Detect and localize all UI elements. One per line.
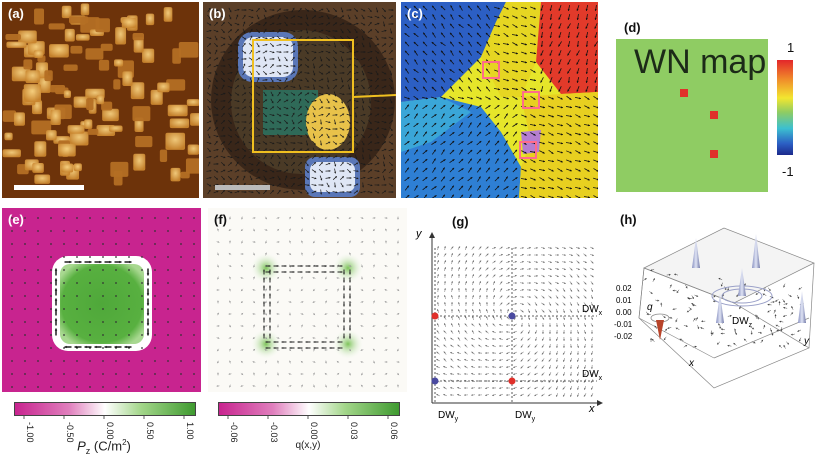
scale-bar <box>215 185 270 190</box>
q-simulation-image <box>208 208 407 392</box>
h-axis-q: q <box>647 302 653 313</box>
panel-d-wn-map: (d) WN map 1 -1 <box>602 2 817 200</box>
axis-label-x: x <box>589 403 595 415</box>
q-colorbar-title: q(x,y) <box>295 440 321 451</box>
peak-center <box>738 268 746 296</box>
svg-text:1.00: 1.00 <box>185 422 195 440</box>
domain-map-image <box>401 2 598 198</box>
pz-boundary-arrows <box>54 260 150 349</box>
vortex-red-1 <box>431 312 439 320</box>
vortex-blue-1 <box>508 312 516 320</box>
h-tick-2: 0.01 <box>616 296 632 305</box>
panel-label-h: (h) <box>620 212 637 227</box>
panel-a-afm-topography: (a) <box>2 2 199 198</box>
vortex-box-1 <box>482 61 500 79</box>
wn-map-square: WN map <box>616 39 768 192</box>
pz-colorbar-group: -1.00 -0.50 0.00 0.50 1.00 Pz (C/m2) <box>14 402 199 464</box>
axis-label-y: y <box>416 228 422 240</box>
dw-x-bottom-label: DWx <box>582 369 603 382</box>
afm-grains <box>2 3 199 186</box>
pz-colorbar-title: Pz (C/m2) <box>77 438 131 456</box>
wn-marker-3 <box>710 150 718 158</box>
h-tick-5: -0.02 <box>614 332 633 341</box>
panel-label-f: (f) <box>214 212 227 227</box>
h-axis-x: x <box>689 358 694 369</box>
panel-label-g: (g) <box>452 214 469 229</box>
svg-text:-1.00: -1.00 <box>25 422 35 443</box>
pfm-vector-image <box>203 2 396 198</box>
zoom-connector <box>352 94 396 98</box>
svg-text:0.00: 0.00 <box>309 422 319 440</box>
panel-label-e: (e) <box>8 212 24 227</box>
svg-text:-0.03: -0.03 <box>269 422 279 443</box>
pz-colorbar <box>14 402 196 416</box>
pz-colorbar-ticks: -1.00 -0.50 0.00 0.50 1.00 <box>23 416 195 443</box>
panel-e-pz-simulation: (e) <box>2 208 201 392</box>
svg-text:0.50: 0.50 <box>145 422 155 440</box>
peak-4 <box>798 291 806 323</box>
valley-1 <box>656 320 664 340</box>
q-grid-arrows <box>216 216 400 388</box>
panel-label-c: (c) <box>407 6 423 21</box>
wn-marker-2 <box>710 111 718 119</box>
panel-b-pfm-vector-map: (b) <box>203 2 396 198</box>
afm-topography-image <box>2 2 199 198</box>
dw-y-left-label: DWy <box>438 410 459 423</box>
wn-colorbar-min: -1 <box>782 164 794 179</box>
vortex-blue-2 <box>431 377 439 385</box>
wn-colorbar-max: 1 <box>787 40 795 55</box>
svg-text:0.03: 0.03 <box>349 422 359 440</box>
peak-2 <box>752 234 760 268</box>
h-tick-3: 0.00 <box>616 308 632 317</box>
svg-text:0.00: 0.00 <box>105 422 115 440</box>
pz-simulation-image <box>2 208 201 392</box>
panel-label-a: (a) <box>8 6 24 21</box>
vortex-red-2 <box>508 377 516 385</box>
panel-g-domain-wall-field: (g) y x DWx DWx DWy DWy <box>412 208 612 430</box>
panel-label-b: (b) <box>209 6 226 21</box>
pfm-arrow-field <box>206 7 394 195</box>
svg-text:-0.50: -0.50 <box>65 422 75 443</box>
q-colorbar-ticks: -0.06 -0.03 0.00 0.03 0.06 <box>227 416 399 443</box>
vortex-box-3 <box>519 141 537 159</box>
h-tick-4: -0.01 <box>614 320 633 329</box>
q-boundary-arrows <box>262 264 352 350</box>
panel-h-3d-surface: (h) 0.02 0.01 0.00 -0.01 -0.02 q x y DWz <box>614 208 817 398</box>
svg-text:0.06: 0.06 <box>389 422 399 440</box>
h-dwz-label: DWz <box>732 316 753 329</box>
pz-grid-dots <box>11 217 195 388</box>
peak-1 <box>692 238 700 268</box>
dw-vector-field <box>435 245 594 397</box>
q-colorbar-group: -0.06 -0.03 0.00 0.03 0.06 q(x,y) <box>218 402 403 464</box>
vortex-box-2 <box>522 91 540 109</box>
q-3d-surface-image <box>638 227 815 389</box>
panel-c-domain-map: (c) <box>401 2 598 198</box>
h-axis-y: y <box>804 336 809 347</box>
q-colorbar <box>218 402 400 416</box>
peak-3 <box>716 293 724 323</box>
h-tick-1: 0.02 <box>616 284 632 293</box>
wn-map-title: WN map <box>634 43 767 81</box>
svg-text:-0.06: -0.06 <box>229 422 239 443</box>
panel-f-q-simulation: (f) <box>208 208 407 392</box>
scale-bar <box>14 185 84 190</box>
panel-label-d: (d) <box>624 20 641 35</box>
dw-x-top-label: DWx <box>582 304 603 317</box>
wn-marker-1 <box>680 89 688 97</box>
wn-colorbar <box>777 60 793 155</box>
domain-wall-field-image <box>429 232 603 406</box>
dw-y-right-label: DWy <box>515 410 536 423</box>
